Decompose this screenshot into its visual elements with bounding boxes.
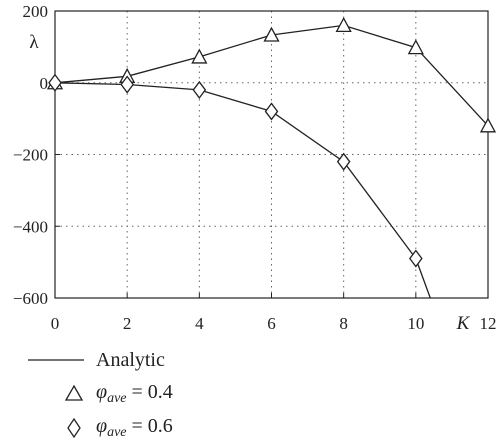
legend-label-analytic: Analytic bbox=[96, 348, 165, 371]
y-tick-label: −200 bbox=[13, 146, 48, 165]
x-tick-label: 6 bbox=[267, 314, 276, 333]
triangle-marker bbox=[479, 117, 497, 133]
series-markers bbox=[46, 16, 497, 268]
legend-phi-subscript: ave bbox=[107, 391, 127, 406]
diamond-marker bbox=[336, 152, 351, 171]
tick-labels: 0 2 4 6 8 10 12 200 0 −200 −400 −600 bbox=[13, 2, 497, 333]
x-tick-label: 4 bbox=[195, 314, 204, 333]
triangle-marker bbox=[263, 26, 280, 42]
triangle-marker bbox=[335, 16, 352, 33]
legend-phi-06-value: = 0.6 bbox=[126, 415, 173, 437]
legend-item-analytic: Analytic bbox=[24, 343, 384, 377]
legend-phi-subscript: ave bbox=[107, 425, 127, 440]
y-axis-label: λ bbox=[29, 32, 39, 53]
y-tick-label: −400 bbox=[13, 217, 48, 236]
x-tick-label: 0 bbox=[51, 314, 60, 333]
y-tick-label: 0 bbox=[40, 74, 49, 93]
legend-item-phi-06: φave = 0.6 bbox=[24, 411, 384, 445]
diamond-marker bbox=[409, 249, 423, 268]
diamond-icon bbox=[24, 411, 96, 445]
legend-label-phi-04: φave = 0.4 bbox=[96, 381, 173, 407]
y-tick-label: 200 bbox=[23, 2, 49, 21]
triangle-icon bbox=[24, 377, 96, 411]
analytic-line bbox=[54, 82, 431, 299]
legend-phi-symbol: φ bbox=[96, 415, 108, 437]
triangle-marker bbox=[191, 48, 208, 64]
x-tick-label: 12 bbox=[480, 314, 497, 333]
legend: Analytic φave = 0.4 φave = 0.6 bbox=[24, 343, 384, 445]
y-tick-label: −600 bbox=[13, 289, 48, 308]
diamond-marker bbox=[120, 75, 134, 94]
legend-item-phi-04: φave = 0.4 bbox=[24, 377, 384, 411]
solid-line-icon bbox=[24, 343, 96, 377]
diamond-marker bbox=[192, 80, 207, 100]
diamond-marker bbox=[48, 73, 62, 92]
x-tick-label: 2 bbox=[123, 314, 132, 333]
diamond-marker bbox=[264, 102, 279, 121]
x-tick-label: 10 bbox=[407, 314, 424, 333]
triangle-marker bbox=[407, 39, 424, 55]
legend-phi-symbol: φ bbox=[96, 381, 108, 403]
x-tick-label: 8 bbox=[339, 314, 348, 333]
legend-label-phi-06: φave = 0.6 bbox=[96, 415, 173, 441]
x-axis-label: K bbox=[456, 313, 471, 334]
legend-phi-04-value: = 0.4 bbox=[126, 381, 173, 403]
